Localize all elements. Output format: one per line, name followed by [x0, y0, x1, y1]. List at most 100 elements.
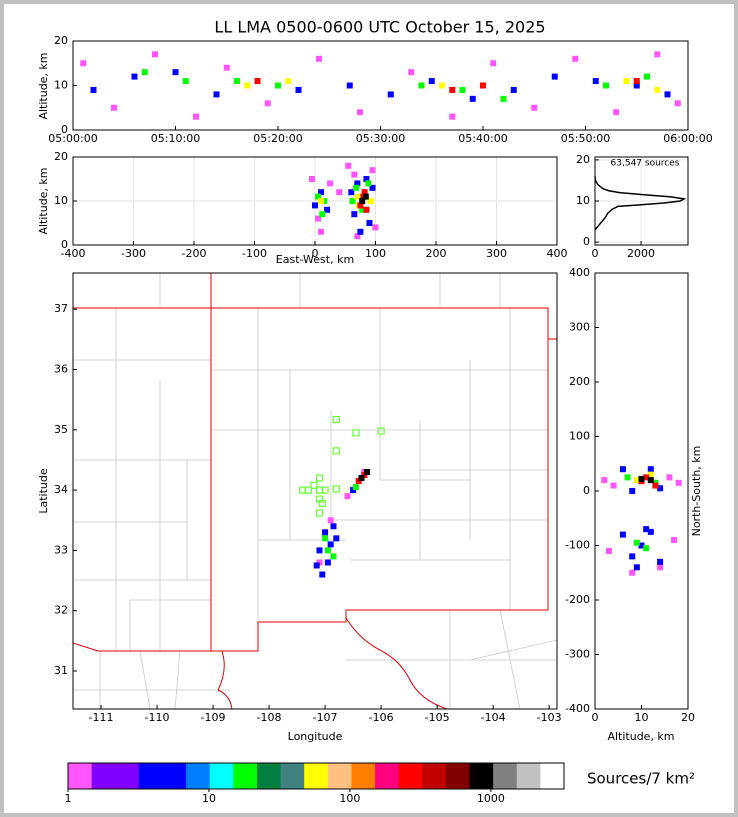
x-tick-label: 1000 — [477, 792, 505, 805]
source-point — [363, 206, 370, 213]
y-tick-label: 400 — [569, 266, 590, 279]
source-point — [111, 104, 117, 111]
annotation: 63,547 sources — [611, 159, 680, 169]
source-point — [324, 206, 331, 213]
color-cell — [398, 763, 423, 789]
color-cell — [138, 763, 163, 789]
source-point — [657, 558, 664, 565]
y-tick-label: 10 — [54, 79, 68, 92]
source-point — [490, 60, 497, 67]
map-boundaries — [73, 273, 557, 709]
source-point — [439, 82, 445, 89]
source-point — [308, 176, 315, 182]
source-point — [531, 104, 538, 111]
source-point — [652, 482, 659, 489]
source-point — [264, 100, 271, 107]
source-point — [619, 466, 626, 473]
altitude-profile — [594, 176, 687, 231]
colorbar-label: Sources/7 km² — [587, 770, 695, 788]
color-cell — [375, 763, 399, 789]
source-point — [244, 82, 251, 89]
y-tick-label: 20 — [576, 153, 590, 166]
color-cell — [304, 763, 329, 789]
x-tick-label: 0 — [312, 247, 319, 260]
source-point — [647, 477, 654, 484]
x-tick-label: -109 — [201, 711, 226, 724]
source-point — [322, 529, 329, 536]
y-tick-label: -200 — [565, 593, 590, 606]
y-tick-label: -400 — [565, 702, 590, 715]
source-point — [152, 51, 158, 58]
x-tick-label: 0 — [592, 711, 599, 724]
source-point — [657, 564, 664, 571]
x-tick-label: 06:00:00 — [663, 132, 712, 145]
source-point — [352, 484, 359, 491]
x-tick-label: -103 — [537, 711, 562, 724]
y-tick-label: 0 — [583, 235, 590, 248]
source-point — [359, 206, 366, 213]
source-point — [362, 193, 369, 200]
source-point — [619, 531, 626, 538]
source-point — [353, 184, 360, 191]
y-tick-label: 37 — [54, 302, 68, 315]
source-point — [629, 569, 636, 576]
source-point — [449, 86, 456, 93]
source-point — [316, 559, 323, 566]
source-point — [345, 162, 352, 169]
source-point — [363, 176, 370, 182]
y-tick-label: 33 — [54, 543, 68, 556]
x-tick-label: 2000 — [627, 247, 655, 260]
source-point — [336, 189, 343, 196]
y-tick-label: 200 — [569, 375, 590, 388]
source-point — [351, 211, 358, 218]
source-point — [316, 55, 322, 62]
source-point — [312, 202, 318, 209]
source-point — [674, 100, 681, 107]
station — [318, 499, 326, 507]
x-tick-label: 05:40:00 — [458, 132, 507, 145]
source-point — [213, 91, 220, 98]
source-point — [647, 528, 654, 535]
color-cell — [516, 763, 541, 789]
source-point — [633, 564, 640, 571]
source-point — [346, 82, 353, 89]
x-tick-label: 10 — [202, 792, 216, 805]
source-point — [354, 233, 361, 240]
source-point — [624, 474, 631, 481]
color-cell — [68, 763, 92, 789]
source-point — [369, 167, 376, 174]
x-tick-label: 05:00:00 — [48, 132, 97, 145]
source-point — [182, 78, 189, 85]
color-cell — [422, 763, 447, 789]
source-point — [348, 189, 355, 196]
station — [352, 429, 360, 437]
color-cell — [351, 763, 376, 789]
color-cell — [540, 763, 565, 789]
station — [332, 485, 340, 493]
x-tick-label: 1 — [65, 792, 72, 805]
source-point — [654, 86, 661, 93]
source-point — [408, 69, 415, 76]
source-point — [330, 553, 337, 560]
source-point — [387, 91, 394, 98]
color-cell — [469, 763, 494, 789]
source-point — [327, 180, 334, 187]
source-point — [357, 109, 363, 116]
source-point — [500, 95, 507, 102]
y-tick-label: 36 — [54, 362, 68, 375]
station — [304, 486, 312, 494]
source-point — [327, 517, 334, 524]
source-point — [324, 547, 331, 554]
color-cell — [233, 763, 258, 789]
source-point — [647, 466, 654, 473]
source-point — [643, 474, 650, 481]
source-point — [275, 82, 281, 89]
y-tick-label: 0 — [61, 123, 68, 136]
station — [332, 447, 340, 455]
frame — [67, 762, 565, 790]
color-cell — [327, 763, 352, 789]
color-cell — [91, 763, 116, 789]
source-point — [469, 95, 476, 102]
y-tick-label: 0 — [583, 484, 590, 497]
color-cell — [186, 763, 211, 789]
